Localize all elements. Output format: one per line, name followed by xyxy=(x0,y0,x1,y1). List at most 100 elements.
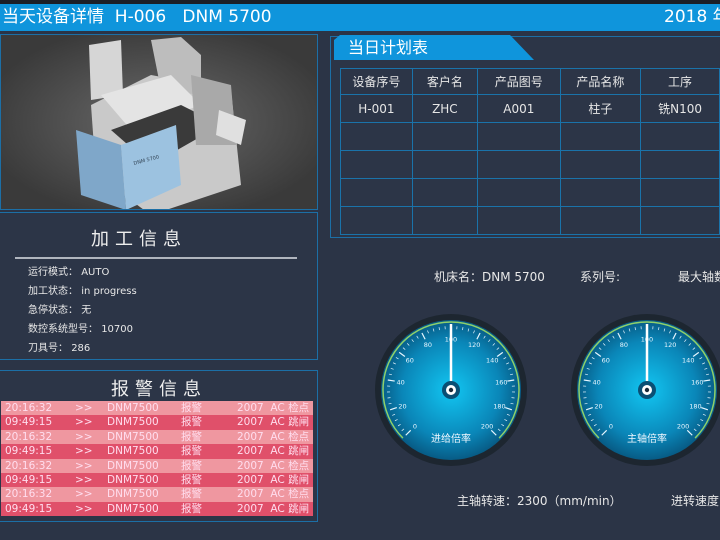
alarm-type: 报警 xyxy=(181,459,202,472)
gauge-hub-center xyxy=(448,387,454,393)
alarm-arrow: >> xyxy=(75,416,93,429)
gauge-tick xyxy=(388,402,392,405)
gauge-tick xyxy=(506,413,510,416)
info-row: 刀具号： 286 xyxy=(28,339,90,354)
alarm-machine: DNM7500 xyxy=(107,502,159,515)
gauge-tick xyxy=(597,428,601,432)
gauge-tick-label: 40 xyxy=(396,379,404,387)
date-display: 2018 年 xyxy=(664,7,720,27)
gauge-tick-label: 100 xyxy=(445,336,457,344)
alarm-msg: 2007 AC 跳闸 xyxy=(237,502,310,515)
gauge-tick-label: 160 xyxy=(691,379,703,387)
gauge-tick xyxy=(462,327,464,331)
table-cell xyxy=(476,122,561,151)
gauge-tick xyxy=(692,351,700,357)
gauge-tick xyxy=(398,351,406,357)
info-row: 加工状态： in progress xyxy=(28,282,137,297)
gauge-tick-label: 180 xyxy=(689,402,701,410)
processing-info-panel: 加工信息 运行模式： AUTO 加工状态： in progress 急停状态： 无数… xyxy=(0,212,318,360)
gauge-tick xyxy=(476,332,481,340)
gauge-hub-shadow xyxy=(442,381,460,399)
alarm-arrow: >> xyxy=(75,502,93,515)
gauge-tick xyxy=(473,330,475,334)
gauge-tick xyxy=(394,419,398,422)
gauge-tick xyxy=(392,362,396,365)
cnc-machine-illustration: DNM 5700 xyxy=(76,37,246,209)
table-row[interactable] xyxy=(340,150,720,179)
table-cell xyxy=(411,150,478,179)
alarm-panel: 报警信息 20:16:32 >> DNM7500 报警 2007 AC 检点 09:49:… xyxy=(0,370,318,522)
max-axis-label: 最大轴数 xyxy=(678,270,720,284)
alarm-msg: 2007 AC 检点 xyxy=(237,459,310,472)
info-label: 数控系统型号： xyxy=(28,324,98,335)
alarm-time: 20:16:32 xyxy=(5,430,53,443)
gauge-tick xyxy=(705,373,710,376)
gauge-tick xyxy=(389,407,397,411)
gauge-tick-label: 140 xyxy=(682,357,694,365)
alarm-machine: DNM7500 xyxy=(107,430,159,443)
alarm-type: 报警 xyxy=(181,474,202,486)
table-cell xyxy=(640,178,720,207)
gauge-tick xyxy=(672,332,677,340)
gauge-tick xyxy=(602,343,606,346)
daily-plan-tab[interactable]: 当日计划表 xyxy=(334,35,534,60)
gauge-arc xyxy=(382,321,520,439)
info-value: 286 xyxy=(71,343,91,354)
table-cell: 铣N100 xyxy=(640,94,720,123)
alarm-row[interactable]: 09:49:15 >> DNM7500 报警 2007 AC 跳闸 xyxy=(1,415,313,430)
gauge-bezel xyxy=(375,314,527,466)
table-row[interactable] xyxy=(340,178,720,207)
table-cell xyxy=(340,150,413,179)
alarm-row[interactable]: 09:49:15 >> DNM7500 报警 2007 AC 跳闸 xyxy=(1,444,313,459)
gauge-tick-label: 40 xyxy=(592,379,600,387)
alarm-machine: DNM7500 xyxy=(107,459,159,472)
alarm-msg: 2007 AC 检点 xyxy=(237,488,310,501)
machine-name: 机床名：DNM 5700 xyxy=(434,270,545,284)
table-cell xyxy=(640,206,720,235)
gauge-tick xyxy=(590,419,594,422)
gauge-tick xyxy=(594,351,602,357)
gauge: 0 20 40 60 80 100 120 140 160 180 200 主轴倍率 xyxy=(571,314,720,466)
gauge-tick-label: 160 xyxy=(495,379,507,387)
alarm-row[interactable]: 09:49:15 >> DNM7500 报警 2007 AC 跳闸 xyxy=(1,473,313,488)
gauge-tick xyxy=(686,429,693,436)
info-value: 10700 xyxy=(101,324,133,335)
gauge: 0 20 40 60 80 100 120 140 160 180 200 进给倍率 xyxy=(375,314,527,466)
info-row: 数控系统型号： 10700 xyxy=(28,320,133,335)
gauge-tick xyxy=(702,362,706,365)
alarm-row[interactable]: 20:16:32 >> DNM7500 报警 2007 AC 检点 xyxy=(1,458,313,473)
alarm-row[interactable]: 09:49:15 >> DNM7500 报警 2007 AC 跳闸 xyxy=(1,501,313,517)
gauge-tick xyxy=(693,428,697,432)
alarm-row[interactable]: 20:16:32 >> DNM7500 报警 2007 AC 检点 xyxy=(1,401,313,416)
table-row[interactable] xyxy=(340,122,720,151)
gauge-tick xyxy=(699,357,703,360)
gauge-tick xyxy=(411,339,414,343)
alarm-machine: DNM7500 xyxy=(107,416,159,429)
gauge-tick xyxy=(692,347,696,350)
alarm-msg: 2007 AC 检点 xyxy=(237,402,310,414)
gauge-tick-label: 140 xyxy=(486,357,498,365)
feed-speed-label: 进转速度 xyxy=(671,494,720,508)
alarm-type: 报警 xyxy=(181,502,202,515)
table-cell: 柱子 xyxy=(559,94,642,123)
info-row: 运行模式： AUTO xyxy=(28,263,109,278)
info-label: 刀具号： xyxy=(28,343,68,354)
alarm-msg: 2007 AC 检点 xyxy=(237,430,310,443)
gauge-tick-label: 0 xyxy=(609,423,613,431)
gauge-tick xyxy=(421,332,426,340)
table-cell xyxy=(340,122,413,151)
gauge-tick xyxy=(585,407,593,411)
column-header: 产品名称 xyxy=(559,68,642,95)
gauge-tick xyxy=(405,429,412,436)
table-row[interactable] xyxy=(340,206,720,235)
gauge-tick xyxy=(700,419,704,422)
alarm-arrow: >> xyxy=(75,402,93,414)
info-row: 急停状态： 无 xyxy=(28,301,91,316)
gauge-tick xyxy=(669,330,671,334)
table-row[interactable]: H-001 ZHC A001 柱子 铣N100 xyxy=(340,94,720,123)
alarm-row[interactable]: 20:16:32 >> DNM7500 报警 2007 AC 检点 xyxy=(1,487,313,502)
gauge-tick-label: 200 xyxy=(481,423,493,431)
alarm-row[interactable]: 20:16:32 >> DNM7500 报警 2007 AC 检点 xyxy=(1,429,313,445)
gauge-tick xyxy=(679,335,682,339)
gauge-tick xyxy=(402,347,406,350)
